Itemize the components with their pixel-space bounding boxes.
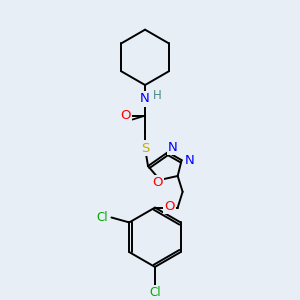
Text: O: O xyxy=(164,200,175,213)
Text: O: O xyxy=(120,109,130,122)
Text: O: O xyxy=(153,176,163,189)
Text: N: N xyxy=(168,141,178,154)
Text: N: N xyxy=(140,92,150,105)
Text: Cl: Cl xyxy=(97,211,108,224)
Text: N: N xyxy=(185,154,194,167)
Text: Cl: Cl xyxy=(149,286,161,299)
Text: S: S xyxy=(141,142,149,155)
Text: H: H xyxy=(152,89,161,102)
